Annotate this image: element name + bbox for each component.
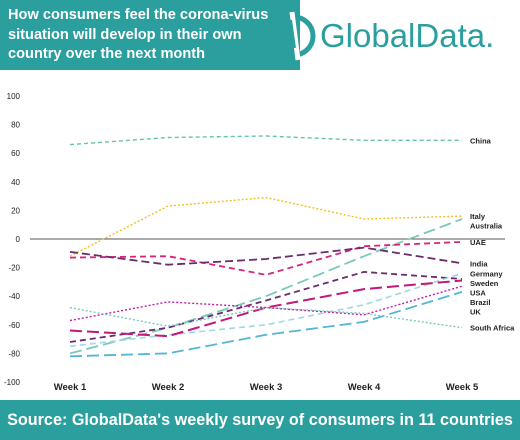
x-tick-label: Week 4 (348, 382, 381, 393)
series-line-brazil (69, 285, 463, 322)
series-line-sweden (69, 270, 463, 343)
globaldata-logo-text: GlobalData. (320, 17, 494, 54)
series-label-china: China (470, 136, 492, 145)
series-label-uk: UK (470, 307, 481, 316)
series-label-india: India (470, 259, 488, 268)
series-label-brazil: Brazil (470, 298, 490, 307)
series-label-south-africa: South Africa (470, 324, 515, 333)
x-tick-label: Week 2 (152, 382, 185, 393)
series-line-australia (69, 218, 463, 355)
y-tick-label: -20 (8, 264, 20, 273)
y-tick-label: 100 (7, 92, 21, 101)
series-label-uae: UAE (470, 238, 486, 247)
series-line-uae (69, 241, 463, 276)
series-line-italy (69, 196, 463, 257)
globaldata-logo: GlobalData. (272, 11, 494, 61)
y-tick-label: 0 (16, 235, 21, 244)
x-tick-label: Week 5 (446, 382, 479, 393)
y-tick-label: 80 (11, 121, 20, 130)
series-label-sweden: Sweden (470, 279, 499, 288)
y-tick-label: 60 (11, 149, 20, 158)
series-label-germany: Germany (470, 269, 503, 278)
series-line-usa (69, 279, 463, 338)
y-tick-label: -80 (8, 349, 20, 358)
y-axis: 100 80 60 40 20 0 -20 -40 -60 -80 -100 (4, 92, 505, 387)
y-tick-label: -100 (4, 378, 21, 387)
x-tick-label: Week 3 (250, 382, 283, 393)
series-line-uk (69, 291, 463, 358)
series-lines (69, 135, 463, 358)
chart-title: How consumers feel the corona-virus situ… (0, 0, 300, 70)
y-tick-label: 20 (11, 206, 20, 215)
x-axis: Week 1 Week 2 Week 3 Week 4 Week 5 (54, 382, 479, 393)
series-line-india (69, 246, 463, 266)
x-tick-label: Week 1 (54, 382, 87, 393)
series-line-germany (69, 272, 463, 348)
series-line-south-africa (69, 306, 463, 329)
y-tick-label: 40 (11, 178, 20, 187)
source-footer: Source: GlobalData's weekly survey of co… (0, 400, 520, 440)
globaldata-logo-icon (272, 11, 316, 61)
series-label-italy: Italy (470, 212, 486, 221)
y-tick-label: -40 (8, 292, 20, 301)
series-label-australia: Australia (470, 222, 503, 231)
series-label-usa: USA (470, 288, 486, 297)
header: How consumers feel the corona-virus situ… (0, 0, 520, 70)
series-line-china (69, 135, 462, 146)
y-tick-label: -60 (8, 321, 20, 330)
